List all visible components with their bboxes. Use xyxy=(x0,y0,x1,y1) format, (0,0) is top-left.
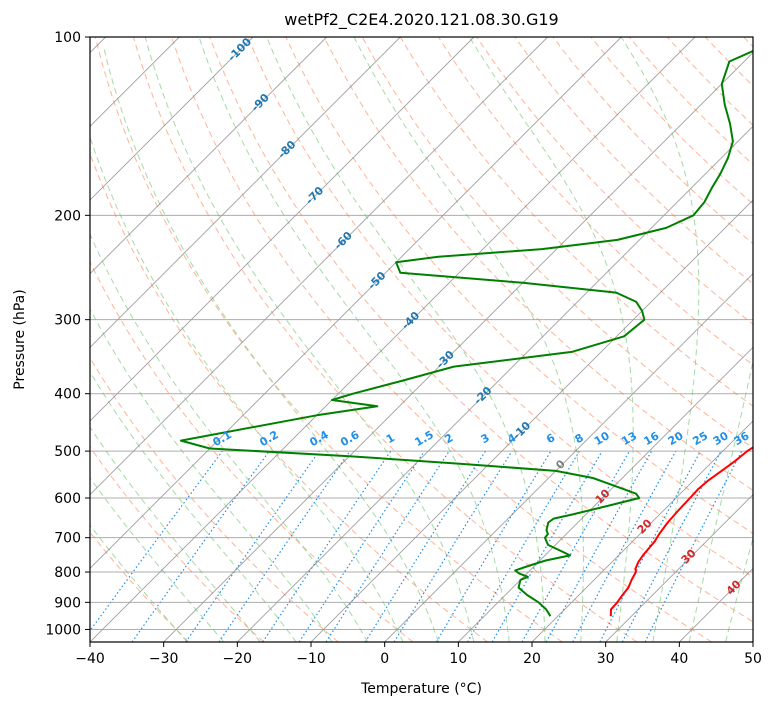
dry-adiabat-line xyxy=(438,37,775,642)
mixing-ratio-label: 30 xyxy=(711,429,731,448)
isotherm-line xyxy=(0,37,253,642)
moist-adiabat-label: 0 xyxy=(553,457,568,472)
moist-adiabat-label: 30 xyxy=(679,546,699,566)
mixing-ratio-label: 0.4 xyxy=(307,428,331,449)
moist-adiabat-line xyxy=(726,37,775,642)
isotherm-line xyxy=(0,37,474,642)
isotherm-line xyxy=(532,37,775,642)
dewpoint-line xyxy=(181,37,775,616)
moist-adiabat-line xyxy=(689,37,775,642)
dry-adiabat-line xyxy=(19,37,413,642)
x-tick-label: −30 xyxy=(149,651,179,667)
moist-adiabat-line xyxy=(104,50,438,642)
isotherm-line xyxy=(0,37,548,642)
isotherm-label: -50 xyxy=(365,269,388,292)
dry-adiabat-line xyxy=(553,37,775,642)
isotherm-label: -100 xyxy=(225,35,254,64)
x-tick-label: −20 xyxy=(223,651,253,667)
mixing-ratio-line xyxy=(299,451,424,642)
dry-adiabat-line xyxy=(0,37,189,642)
y-tick-label: 1000 xyxy=(45,622,81,638)
x-tick-label: 20 xyxy=(523,651,541,667)
y-tick-label: 700 xyxy=(54,531,81,547)
chart-title: wetPf2_C2E4.2020.121.08.30.G19 xyxy=(284,10,558,30)
dry-adiabat-line xyxy=(0,37,263,642)
mixing-ratio-label: 0.2 xyxy=(257,428,280,449)
moist-adiabat-line xyxy=(46,105,368,643)
dry-adiabat-line xyxy=(515,37,775,642)
moist-adiabat-line xyxy=(0,188,224,642)
isotherm-line xyxy=(753,37,775,642)
isotherm-label: -20 xyxy=(471,384,494,407)
profile-lines xyxy=(181,37,775,616)
isotherm-line xyxy=(0,37,400,642)
mixing-ratio-line xyxy=(573,451,676,642)
isotherm-label: -90 xyxy=(249,91,272,114)
dry-adiabat-line xyxy=(172,37,712,642)
isotherm-line xyxy=(90,37,695,642)
isotherm-label: -70 xyxy=(303,184,326,207)
dry-adiabat-line xyxy=(705,37,775,642)
moist-adiabat-line xyxy=(0,150,296,642)
moist-adiabat-label: 20 xyxy=(635,516,655,536)
mixing-ratio-label: 6 xyxy=(544,431,557,446)
mixing-ratio-label: 0.6 xyxy=(338,428,362,449)
x-tick-label: 0 xyxy=(380,651,389,667)
y-tick-label: 800 xyxy=(54,565,81,581)
x-tick-label: −40 xyxy=(75,651,105,667)
dry-adiabat-line xyxy=(591,37,775,642)
mixing-ratio-label: 8 xyxy=(573,431,586,446)
x-tick-label: 30 xyxy=(597,651,615,667)
mixing-ratio-line xyxy=(82,451,223,642)
y-axis-title: Pressure (hPa) xyxy=(12,289,28,389)
mixing-ratio-label: 2 xyxy=(442,431,455,446)
mixing-ratio-line xyxy=(436,451,551,642)
x-tick-label: −10 xyxy=(296,651,326,667)
moist-adiabat-line xyxy=(470,37,634,642)
mixing-ratio-label: 1.5 xyxy=(412,428,435,449)
mixing-ratio-line xyxy=(326,451,449,642)
y-tick-label: 600 xyxy=(54,491,81,507)
isotherm-line xyxy=(164,37,769,642)
isotherm-line xyxy=(385,37,775,642)
y-tick-label: 100 xyxy=(54,30,81,46)
isotherm-label: -60 xyxy=(332,229,355,252)
isotherm-line xyxy=(16,37,621,642)
y-tick-label: 400 xyxy=(54,387,81,403)
dry-adiabat-line xyxy=(667,37,775,642)
y-tick-label: 500 xyxy=(54,444,81,460)
isotherm-label: -80 xyxy=(275,138,298,161)
mixing-ratio-line xyxy=(365,451,485,642)
mixing-ratio-line xyxy=(219,451,350,642)
isotherm-line xyxy=(0,37,327,642)
x-tick-label: 50 xyxy=(744,651,762,667)
x-tick-label: 10 xyxy=(449,651,467,667)
y-tick-label: 900 xyxy=(54,595,81,611)
dry-adiabat-line xyxy=(744,37,775,642)
background-lines xyxy=(0,37,775,642)
isotherm-label: -40 xyxy=(399,309,422,332)
y-tick-label: 300 xyxy=(54,313,81,329)
y-tick-label: 200 xyxy=(54,208,81,224)
mixing-ratio-label: 25 xyxy=(690,429,710,448)
dry-adiabat-line xyxy=(57,37,488,642)
x-axis-title: Temperature (°C) xyxy=(360,681,482,697)
mixing-ratio-label: 13 xyxy=(619,429,639,448)
dry-adiabat-line xyxy=(0,37,338,642)
isotherm-line xyxy=(237,37,775,642)
moist-adiabat-label: 10 xyxy=(593,486,613,506)
x-tick-label: 40 xyxy=(670,651,688,667)
mixing-ratio-label: 16 xyxy=(641,429,661,448)
mixing-ratio-line xyxy=(263,451,391,642)
mixing-ratio-label: 1 xyxy=(384,431,397,446)
mixing-ratio-label: 3 xyxy=(479,431,492,446)
isotherm-line xyxy=(311,37,775,642)
isotherm-label: -30 xyxy=(434,348,457,371)
